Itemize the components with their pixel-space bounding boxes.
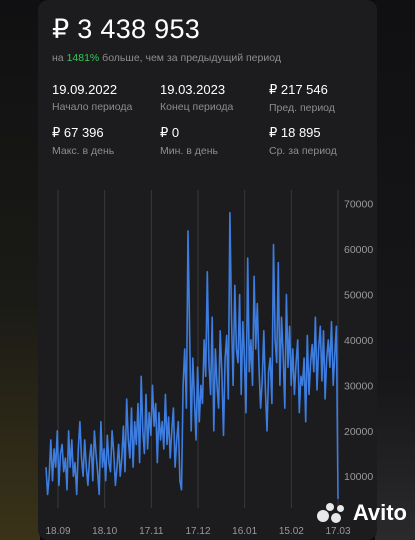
stat-label: Мин. в день [160,145,218,157]
stat-value: ₽ 67 396 [52,125,104,140]
stat-period-end: 19.03.2023 Конец периода [160,82,270,113]
chart-series [45,211,339,499]
comparison-subtitle: на 1481% больше, чем за предыдущий перио… [52,52,281,64]
stat-value: ₽ 217 546 [269,82,328,97]
revenue-card: ₽ 3 438 953 на 1481% больше, чем за пред… [38,0,377,540]
stat-min-day: ₽ 0 Мин. в день [160,125,270,157]
stat-max-day: ₽ 67 396 Макс. в день [52,125,162,157]
stat-value: 19.09.2022 [52,82,118,97]
y-tick-label: 70000 [344,199,373,211]
growth-percent: 1481% [66,52,100,64]
avito-text: Avito [352,500,407,525]
y-tick-label: 30000 [344,380,373,392]
x-tick-label: 18.10 [92,526,117,537]
x-tick-label: 15.02 [279,526,304,537]
stat-label: Ср. за период [269,145,337,157]
stat-label: Макс. в день [52,145,115,157]
background-right [375,0,415,540]
stat-value: ₽ 0 [160,125,180,140]
series-line [45,211,339,499]
stat-label: Пред. период [269,102,335,114]
x-tick-label: 16.01 [232,526,257,537]
x-tick-label: 18.09 [45,526,70,537]
x-tick-label: 17.12 [185,526,210,537]
stat-value: 19.03.2023 [160,82,226,97]
total-amount: ₽ 3 438 953 [52,14,201,44]
y-tick-label: 60000 [344,244,373,256]
x-tick-label: 17.11 [139,526,164,537]
subtitle-suffix: больше, чем за предыдущий период [99,52,281,64]
x-axis-ticks: 18.09 18.10 17.11 17.12 16.01 15.02 17.03 [45,526,350,537]
background-left [0,0,40,540]
avito-logo-icon [316,501,347,525]
stat-label: Конец периода [160,101,234,113]
revenue-line-chart: 10000 20000 30000 40000 50000 60000 70000 18.0… [45,190,373,537]
y-tick-label: 50000 [344,289,373,301]
x-tick-label: 17.03 [325,526,350,537]
y-tick-label: 20000 [344,426,373,438]
stat-label: Начало периода [52,101,133,113]
y-axis-ticks: 10000 20000 30000 40000 50000 60000 70000 [344,199,373,484]
stat-value: ₽ 18 895 [269,125,321,140]
stat-previous-period: ₽ 217 546 Пред. период [269,82,379,114]
y-tick-label: 10000 [344,471,373,483]
stat-period-start: 19.09.2022 Начало периода [52,82,162,113]
subtitle-prefix: на [52,52,67,64]
avito-watermark: Avito [316,500,407,526]
y-tick-label: 40000 [344,335,373,347]
stat-average: ₽ 18 895 Ср. за период [269,125,379,157]
